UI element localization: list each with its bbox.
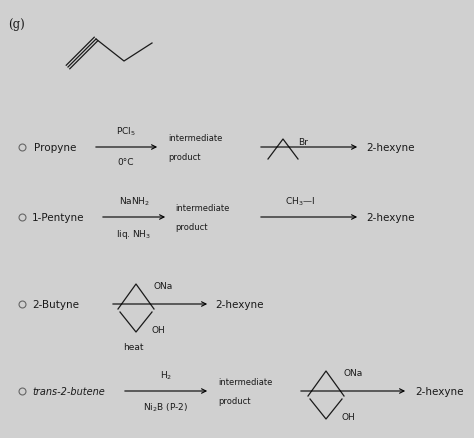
Text: 2-hexyne: 2-hexyne <box>415 386 464 396</box>
Text: NaNH$_2$: NaNH$_2$ <box>118 195 149 208</box>
Text: heat: heat <box>123 342 144 351</box>
Text: product: product <box>168 153 201 162</box>
Text: intermediate: intermediate <box>218 377 273 386</box>
Text: OH: OH <box>152 326 166 335</box>
Text: Ni$_2$B (P-2): Ni$_2$B (P-2) <box>143 401 189 413</box>
Text: 1-Pentyne: 1-Pentyne <box>32 212 84 223</box>
Text: intermediate: intermediate <box>175 204 229 212</box>
Text: OH: OH <box>342 413 356 421</box>
Text: trans-2-butene: trans-2-butene <box>32 386 105 396</box>
Text: 2-hexyne: 2-hexyne <box>366 212 414 223</box>
Text: intermediate: intermediate <box>168 134 222 143</box>
Text: 2-hexyne: 2-hexyne <box>366 143 414 153</box>
Text: liq. NH$_3$: liq. NH$_3$ <box>117 227 152 240</box>
Text: CH$_3$—I: CH$_3$—I <box>285 195 315 208</box>
Text: product: product <box>218 396 250 405</box>
Text: 0°C: 0°C <box>118 158 134 166</box>
Text: ONa: ONa <box>344 369 363 378</box>
Text: Propyne: Propyne <box>34 143 76 153</box>
Text: H$_2$: H$_2$ <box>160 369 172 381</box>
Text: (g): (g) <box>8 18 25 31</box>
Text: ONa: ONa <box>154 282 173 291</box>
Text: Br: Br <box>298 138 308 147</box>
Text: product: product <box>175 223 208 231</box>
Text: PCl$_5$: PCl$_5$ <box>116 125 136 138</box>
Text: 2-Butyne: 2-Butyne <box>32 299 79 309</box>
Text: 2-hexyne: 2-hexyne <box>215 299 264 309</box>
